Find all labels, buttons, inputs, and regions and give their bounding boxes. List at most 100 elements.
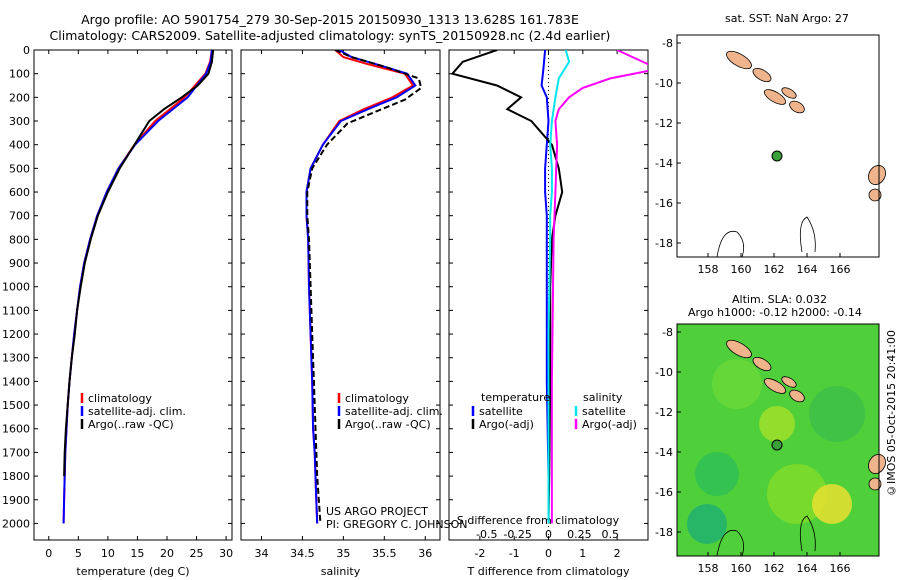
y-tick-label: 1500 <box>2 399 30 412</box>
island <box>789 389 805 403</box>
x-tick-label: 5 <box>75 547 82 560</box>
series-line-s-satellite <box>547 50 571 524</box>
sla-anomaly <box>767 464 827 524</box>
map-x-tick-label: 166 <box>830 562 851 575</box>
map-x-tick-label: 158 <box>698 263 719 276</box>
y-tick-label: 1400 <box>2 375 30 388</box>
map-y-tick-label: -10 <box>655 366 673 379</box>
map-y-tick-label: -12 <box>655 406 673 419</box>
series-line-satellite-adj-clim- <box>62 50 213 524</box>
x-tick-label: 15 <box>130 547 144 560</box>
y-tick-label: 100 <box>9 68 30 81</box>
map-y-tick-label: -8 <box>662 37 673 50</box>
legend-entry: satellite <box>479 405 523 418</box>
legend-entry: satellite-adj. clim. <box>345 405 443 418</box>
island <box>868 188 882 202</box>
island <box>868 454 886 474</box>
series-line-argo-raw-qc- <box>306 50 423 524</box>
sla-anomaly <box>695 452 739 496</box>
legend-entry: satellite-adj. clim. <box>88 405 186 418</box>
pi-label: PI: GREGORY C. JOHNSON <box>326 518 467 531</box>
plot-frame <box>33 49 233 541</box>
legend-entry: Argo(-adj) <box>479 418 534 431</box>
x-tick-label: -1 <box>509 547 520 560</box>
temperature-panel: 0100200300400500600700800900100011001200… <box>2 44 233 578</box>
map-x-tick-label: 158 <box>698 562 719 575</box>
sla-anomaly <box>812 484 852 524</box>
map-y-tick-label: -8 <box>662 326 673 339</box>
island <box>726 50 752 70</box>
x-tick-label: 34 <box>254 547 268 560</box>
island <box>763 89 787 105</box>
y-tick-label: 1900 <box>2 494 30 507</box>
x-tick-label: 25 <box>190 547 204 560</box>
sla-map: 158 160 162 164 166 -8 -10 -12 -14 -16 -18 <box>655 323 886 575</box>
map-y-tick-label: -12 <box>655 117 673 130</box>
island <box>789 100 805 114</box>
map-frame <box>676 323 880 557</box>
salinity-tick-label: -0.5 <box>476 528 497 541</box>
x-tick-label: 1 <box>579 547 586 560</box>
map-y-tick-label: -18 <box>655 526 673 539</box>
island <box>726 339 752 359</box>
series-line-climatology <box>62 50 213 524</box>
map-x-tick-label: 164 <box>797 263 818 276</box>
y-tick-label: 2000 <box>2 517 30 530</box>
y-tick-label: 1100 <box>2 304 30 317</box>
bathymetry-contour <box>716 529 745 557</box>
difference-panel: -2 -1 0 1 2 T difference from climatology -0.5… <box>448 49 649 578</box>
map-x-tick-label: 166 <box>830 263 851 276</box>
y-tick-label: 1200 <box>2 328 30 341</box>
x-tick-label: 2 <box>614 547 621 560</box>
series-line-climatology <box>305 50 415 524</box>
series-line-argo-raw-qc- <box>63 50 215 477</box>
bathymetry-contour <box>799 216 816 253</box>
map-y-tick-label: -14 <box>655 446 673 459</box>
sla-anomaly <box>687 504 727 544</box>
y-tick-label: 1000 <box>2 281 30 294</box>
legend-entry: Argo(..raw -QC) <box>345 418 431 431</box>
x-tick-label: 35.5 <box>372 547 397 560</box>
salinity-tick-label: -0.25 <box>503 528 531 541</box>
bathymetry-contour <box>799 515 816 552</box>
x-axis-label: temperature (deg C) <box>76 565 189 578</box>
x-tick-label: 0 <box>545 547 552 560</box>
x-axis-label: salinity <box>321 565 361 578</box>
map-x-tick-label: 162 <box>764 562 785 575</box>
x-tick-label: 10 <box>101 547 115 560</box>
sla-anomaly <box>809 386 865 442</box>
y-tick-label: 300 <box>9 115 30 128</box>
y-tick-label: 200 <box>9 91 30 104</box>
series-line-t-satellite <box>540 50 550 524</box>
bathymetry-contour <box>716 230 745 258</box>
island <box>752 356 772 372</box>
map-y-tick-label: -18 <box>655 237 673 250</box>
legend-entry: climatology <box>345 392 409 405</box>
y-tick-label: 0 <box>23 44 30 57</box>
legend-entry: Argo(..raw -QC) <box>88 418 174 431</box>
legend-title-salinity: salinity <box>583 391 623 404</box>
x-tick-label: -2 <box>474 547 485 560</box>
imos-credit: ©IMOS 05-Oct-2015 20:41:00 <box>885 330 898 498</box>
series-line-s-argo-adj- <box>550 50 648 524</box>
map-y-tick-label: -16 <box>655 197 673 210</box>
y-tick-label: 1700 <box>2 446 30 459</box>
float-position-marker <box>771 150 783 162</box>
island <box>763 378 787 394</box>
y-tick-label: 700 <box>9 210 30 223</box>
x-axis-label: T difference from climatology <box>467 565 630 578</box>
salinity-tick-label: 0 <box>545 528 552 541</box>
salinity-panel: 34 34.5 35 35.5 36 salinity <box>240 49 441 578</box>
island <box>781 87 797 99</box>
x-tick-label: 20 <box>160 547 174 560</box>
sla-map-title-1: Altim. SLA: 0.032 <box>732 293 828 306</box>
y-tick-label: 800 <box>9 233 30 246</box>
sst-map-title: sat. SST: NaN Argo: 27 <box>725 12 849 25</box>
legend-entry: satellite <box>582 405 626 418</box>
series-line-t-argo-adj- <box>450 50 564 524</box>
map-x-tick-label: 160 <box>731 263 752 276</box>
legend-entry: Argo(-adj) <box>582 418 637 431</box>
sla-anomaly <box>712 359 762 409</box>
x-tick-label: 34.5 <box>290 547 315 560</box>
island <box>752 67 772 83</box>
